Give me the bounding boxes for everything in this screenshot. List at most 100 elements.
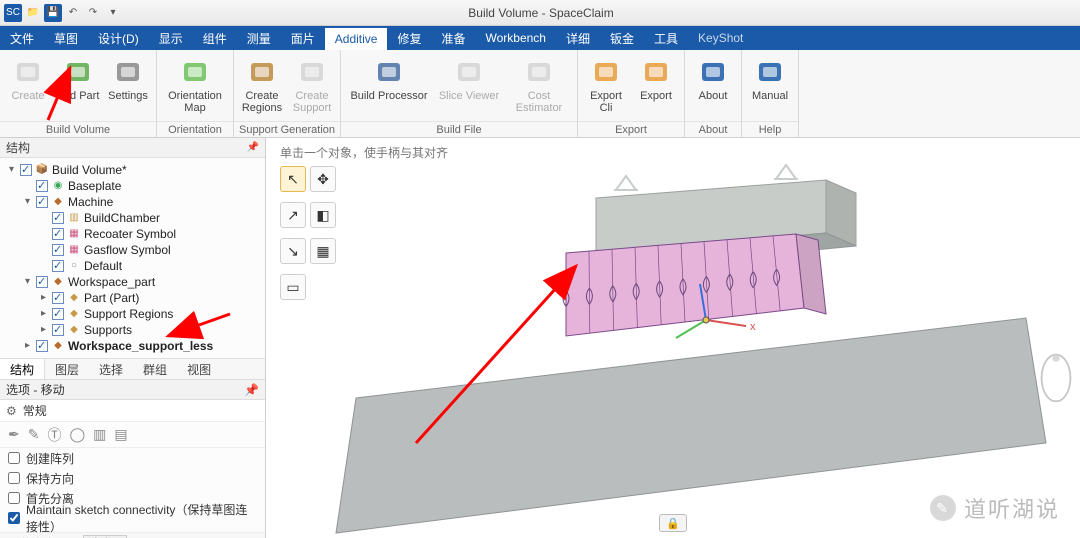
tab-文件[interactable]: 文件 bbox=[0, 26, 44, 50]
tree-checkbox[interactable] bbox=[52, 260, 64, 272]
orientation-map-button[interactable]: Orientation Map bbox=[161, 54, 229, 116]
option-checkbox[interactable] bbox=[8, 452, 20, 464]
tree-node-icon: ○ bbox=[67, 259, 81, 273]
options-header: 选项 - 移动 📌 bbox=[0, 380, 265, 400]
tree-node-label: Workspace_part bbox=[68, 274, 155, 290]
option-row[interactable]: 创建阵列 bbox=[0, 448, 265, 468]
structure-tree[interactable]: ▾📦Build Volume*◉Baseplate▾◆Machine▥Build… bbox=[0, 158, 265, 358]
manual-button[interactable]: Manual bbox=[746, 54, 794, 104]
option-row[interactable]: 保持方向 bbox=[0, 468, 265, 488]
save-icon[interactable]: 💾 bbox=[44, 4, 62, 22]
tree-checkbox[interactable] bbox=[52, 308, 64, 320]
tree-node[interactable]: ▾◆Machine bbox=[2, 194, 263, 210]
tree-node-icon: ◆ bbox=[51, 195, 65, 209]
options-footer-select[interactable]: 默认 bbox=[83, 535, 127, 538]
tree-checkbox[interactable] bbox=[52, 244, 64, 256]
tree-node[interactable]: ▸◆Part (Part) bbox=[2, 290, 263, 306]
tree-node[interactable]: ◉Baseplate bbox=[2, 178, 263, 194]
create-regions-button[interactable]: Create Regions bbox=[238, 54, 286, 116]
tab-显示[interactable]: 显示 bbox=[149, 26, 193, 50]
pin-icon[interactable]: 📌 bbox=[247, 142, 259, 153]
opt-icon-3[interactable]: Ⓣ bbox=[47, 425, 61, 445]
qat-more-icon[interactable]: ▾ bbox=[104, 4, 122, 22]
tree-checkbox[interactable] bbox=[36, 196, 48, 208]
opt-icon-4[interactable]: ◯ bbox=[69, 426, 85, 443]
option-row[interactable]: Maintain sketch connectivity（保持草图连接性） bbox=[0, 508, 265, 528]
tree-node[interactable]: ▸◆Workspace_support_less bbox=[2, 338, 263, 354]
tree-node[interactable]: ▾ ◆Workspace_part bbox=[2, 274, 263, 290]
tab-钣金[interactable]: 钣金 bbox=[600, 26, 644, 50]
about-button[interactable]: About bbox=[689, 54, 737, 104]
opt-icon-6[interactable]: ▤ bbox=[114, 426, 127, 443]
tree-node[interactable]: ○Default bbox=[2, 258, 263, 274]
viewport-canvas[interactable]: x bbox=[266, 138, 1080, 538]
opt-icon-5[interactable]: ▥ bbox=[93, 426, 106, 443]
opt-icon-2[interactable]: ✎ bbox=[28, 426, 40, 443]
tab-详细[interactable]: 详细 bbox=[556, 26, 600, 50]
options-section-header[interactable]: ⚙ 常规 bbox=[0, 400, 265, 422]
tab-面片[interactable]: 面片 bbox=[281, 26, 325, 50]
options-panel: 选项 - 移动 📌 ⚙ 常规 ✒ ✎ Ⓣ ◯ ▥ ▤ 创建阵列保持方向首先分离M… bbox=[0, 380, 265, 538]
tree-checkbox[interactable] bbox=[36, 340, 48, 352]
opt-icon-1[interactable]: ✒ bbox=[8, 426, 20, 443]
open-icon[interactable]: 📁 bbox=[24, 4, 42, 22]
watermark-icon: ✎ bbox=[930, 495, 956, 521]
redo-icon[interactable]: ↷ bbox=[84, 4, 102, 22]
quick-access-toolbar: SC📁💾↶↷▾ bbox=[0, 4, 122, 22]
structure-tab-图层[interactable]: 图层 bbox=[45, 359, 89, 379]
viewport-lock-icon[interactable]: 🔒 bbox=[659, 514, 687, 532]
tree-node[interactable]: ▸◆Supports bbox=[2, 322, 263, 338]
option-checkbox[interactable] bbox=[8, 472, 20, 484]
tab-Additive[interactable]: Additive bbox=[325, 26, 388, 50]
settings-button[interactable]: Settings bbox=[104, 54, 152, 104]
tree-twist-icon[interactable]: ▾ bbox=[22, 194, 33, 210]
tab-测量[interactable]: 测量 bbox=[237, 26, 281, 50]
tab-工具[interactable]: 工具 bbox=[644, 26, 688, 50]
tree-node[interactable]: ▦Gasflow Symbol bbox=[2, 242, 263, 258]
tree-twist-icon[interactable]: ▸ bbox=[38, 306, 49, 322]
tab-准备[interactable]: 准备 bbox=[431, 26, 475, 50]
structure-tab-结构[interactable]: 结构 bbox=[0, 359, 45, 379]
tab-KeyShot[interactable]: KeyShot bbox=[688, 26, 753, 50]
app-icon[interactable]: SC bbox=[4, 4, 22, 22]
tab-组件[interactable]: 组件 bbox=[193, 26, 237, 50]
structure-tab-群组[interactable]: 群组 bbox=[133, 359, 177, 379]
tree-node-icon: ◆ bbox=[51, 275, 65, 289]
export-button[interactable]: Export bbox=[632, 54, 680, 104]
slice-viewer-button: Slice Viewer bbox=[435, 54, 503, 104]
tree-twist-icon[interactable]: ▸ bbox=[38, 322, 49, 338]
tab-修复[interactable]: 修复 bbox=[387, 26, 431, 50]
build-processor-button[interactable]: Build Processor bbox=[345, 54, 433, 104]
options-tool-icons: ✒ ✎ Ⓣ ◯ ▥ ▤ bbox=[0, 422, 265, 448]
tree-node[interactable]: ▦Recoater Symbol bbox=[2, 226, 263, 242]
tree-twist-icon[interactable]: ▾ bbox=[6, 162, 17, 178]
pin-icon[interactable]: 📌 bbox=[244, 383, 259, 397]
export-cli-button[interactable]: Export Cli bbox=[582, 54, 630, 116]
orbit-widget[interactable] bbox=[1038, 348, 1074, 408]
undo-icon[interactable]: ↶ bbox=[64, 4, 82, 22]
tree-checkbox[interactable] bbox=[36, 276, 48, 288]
tree-checkbox[interactable] bbox=[52, 324, 64, 336]
structure-tab-视图[interactable]: 视图 bbox=[177, 359, 221, 379]
tab-草图[interactable]: 草图 bbox=[44, 26, 88, 50]
tree-checkbox[interactable] bbox=[36, 180, 48, 192]
structure-tab-选择[interactable]: 选择 bbox=[89, 359, 133, 379]
tree-checkbox[interactable] bbox=[52, 228, 64, 240]
add-part-button[interactable]: Add Part bbox=[54, 54, 102, 104]
tree-twist-icon[interactable]: ▸ bbox=[22, 338, 33, 354]
tree-node[interactable]: ▸◆Support Regions bbox=[2, 306, 263, 322]
viewport[interactable]: 单击一个对象，使手柄与其对齐 ↖✥↗◧↘▦▭ x 🔒 ✎ 道听湖说 bbox=[266, 138, 1080, 538]
tab-设计(D)[interactable]: 设计(D) bbox=[88, 26, 149, 50]
tree-checkbox[interactable] bbox=[52, 292, 64, 304]
tree-node-label: Build Volume* bbox=[52, 162, 127, 178]
tree-twist-icon[interactable]: ▾ bbox=[22, 274, 33, 290]
tree-checkbox[interactable] bbox=[52, 212, 64, 224]
tree-node-icon: 📦 bbox=[35, 163, 49, 177]
tree-checkbox[interactable] bbox=[20, 164, 32, 176]
option-checkbox[interactable] bbox=[8, 492, 20, 504]
tree-twist-icon[interactable]: ▸ bbox=[38, 290, 49, 306]
tab-Workbench[interactable]: Workbench bbox=[476, 26, 556, 50]
option-checkbox[interactable] bbox=[8, 512, 20, 524]
tree-node[interactable]: ▾ 📦Build Volume* bbox=[2, 162, 263, 178]
tree-node[interactable]: ▥BuildChamber bbox=[2, 210, 263, 226]
